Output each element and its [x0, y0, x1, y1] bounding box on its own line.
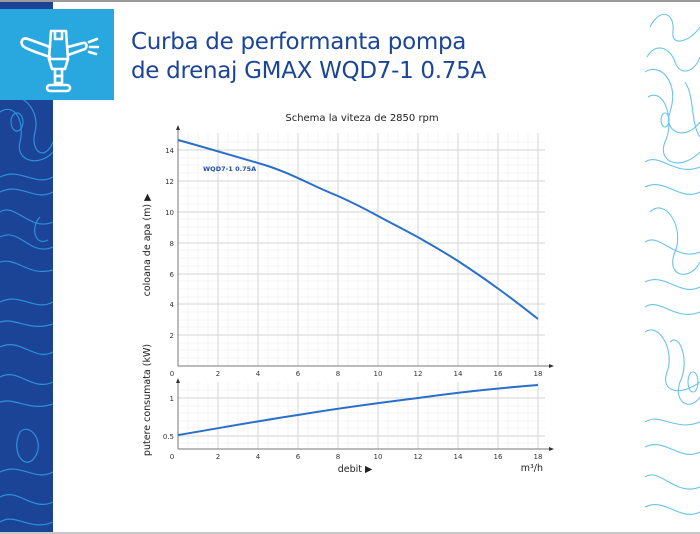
svg-text:0: 0 [170, 453, 174, 461]
title-line-2: de drenaj GMAX WQD7-1 0.75A [131, 58, 486, 84]
svg-text:10: 10 [165, 209, 174, 217]
svg-text:8: 8 [170, 240, 174, 248]
svg-text:2: 2 [170, 332, 174, 340]
svg-text:18: 18 [534, 453, 543, 461]
head-chart: 2 4 6 8 10 12 14 0 2 4 6 8 10 12 14 16 1… [142, 125, 554, 378]
svg-text:2: 2 [216, 370, 220, 378]
flow-axis-label: debit ▶ [338, 464, 373, 475]
svg-text:6: 6 [170, 271, 175, 279]
svg-text:14: 14 [165, 147, 174, 155]
svg-text:10: 10 [374, 453, 383, 461]
bottom-border [0, 532, 700, 534]
flow-unit-label: m³/h [521, 463, 543, 474]
svg-text:0: 0 [170, 370, 174, 378]
svg-text:16: 16 [494, 453, 503, 461]
right-decorative-panel [645, 2, 700, 532]
head-x-arrow-icon [549, 364, 554, 368]
power-y-ticks: 0.5 1 [163, 395, 174, 441]
head-curve [177, 139, 539, 320]
svg-text:2: 2 [216, 453, 220, 461]
head-y-arrow-icon [176, 125, 180, 130]
chart-title: Schema la viteza de 2850 rpm [285, 113, 438, 124]
power-x-ticks: 0 2 4 6 8 10 12 14 16 18 [170, 453, 543, 461]
svg-text:0.5: 0.5 [163, 433, 174, 441]
head-x-ticks: 0 2 4 6 8 10 12 14 16 18 [170, 370, 543, 378]
svg-text:8: 8 [336, 453, 340, 461]
power-x-arrow-icon [549, 447, 554, 451]
head-y-ticks: 2 4 6 8 10 12 14 [165, 147, 174, 340]
svg-text:1: 1 [170, 395, 174, 403]
sprinkler-icon-box [0, 9, 114, 100]
svg-text:14: 14 [454, 453, 463, 461]
sprinkler-icon [20, 29, 100, 93]
power-major-grid [178, 382, 545, 449]
svg-text:4: 4 [256, 370, 261, 378]
power-curve [177, 384, 539, 436]
power-axis-label: putere consumata (kW) [142, 344, 153, 456]
svg-text:16: 16 [494, 370, 503, 378]
svg-text:12: 12 [414, 370, 423, 378]
svg-text:12: 12 [414, 453, 423, 461]
page-title: Curba de performanta pompa de drenaj GMA… [131, 28, 486, 86]
svg-text:8: 8 [336, 370, 340, 378]
power-minor-grid [178, 382, 545, 449]
power-chart: 0.5 1 0 2 4 6 8 10 12 14 16 18 putere co… [142, 344, 554, 461]
svg-text:10: 10 [374, 370, 383, 378]
svg-text:6: 6 [296, 453, 301, 461]
title-line-1: Curba de performanta pompa [131, 29, 467, 55]
series-label: WQD7-1 0.75A [203, 165, 256, 173]
head-major-grid [178, 133, 545, 366]
power-y-arrow-icon [176, 378, 180, 383]
svg-text:4: 4 [256, 453, 261, 461]
head-axis-label: coloana de apa (m) ▶ [142, 193, 153, 296]
top-border [0, 0, 700, 2]
svg-text:14: 14 [454, 370, 463, 378]
svg-text:12: 12 [165, 178, 174, 186]
svg-text:4: 4 [170, 301, 175, 309]
topographic-pattern-right [645, 13, 700, 515]
svg-text:6: 6 [296, 370, 301, 378]
svg-text:18: 18 [534, 370, 543, 378]
